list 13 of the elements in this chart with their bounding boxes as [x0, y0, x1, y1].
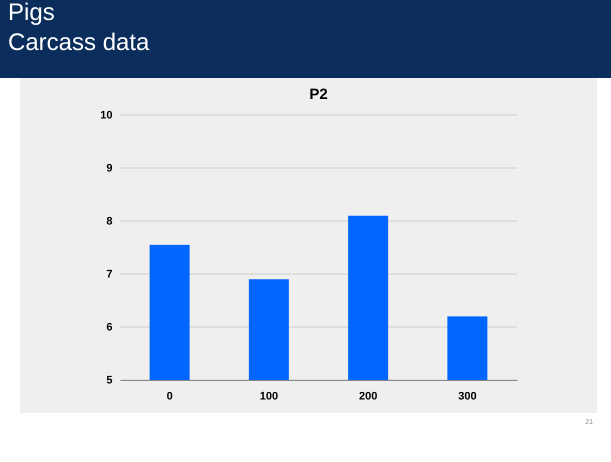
text: Pigs	[8, 0, 55, 26]
text: Carcass data	[8, 29, 150, 56]
x-tick-label: 0	[166, 390, 173, 402]
chart-title: P2	[309, 86, 328, 103]
y-tick-label: 6	[106, 322, 112, 334]
y-tick-label: 10	[100, 110, 112, 122]
y-tick-label: 5	[106, 374, 112, 386]
y-tick-label: 9	[106, 162, 112, 174]
y-tick-label: 7	[106, 268, 112, 280]
x-tick-label: 300	[458, 390, 477, 402]
x-tick-label: 200	[358, 390, 378, 402]
x-tick-label: 100	[260, 390, 278, 402]
y-tick-label: 8	[106, 216, 112, 228]
